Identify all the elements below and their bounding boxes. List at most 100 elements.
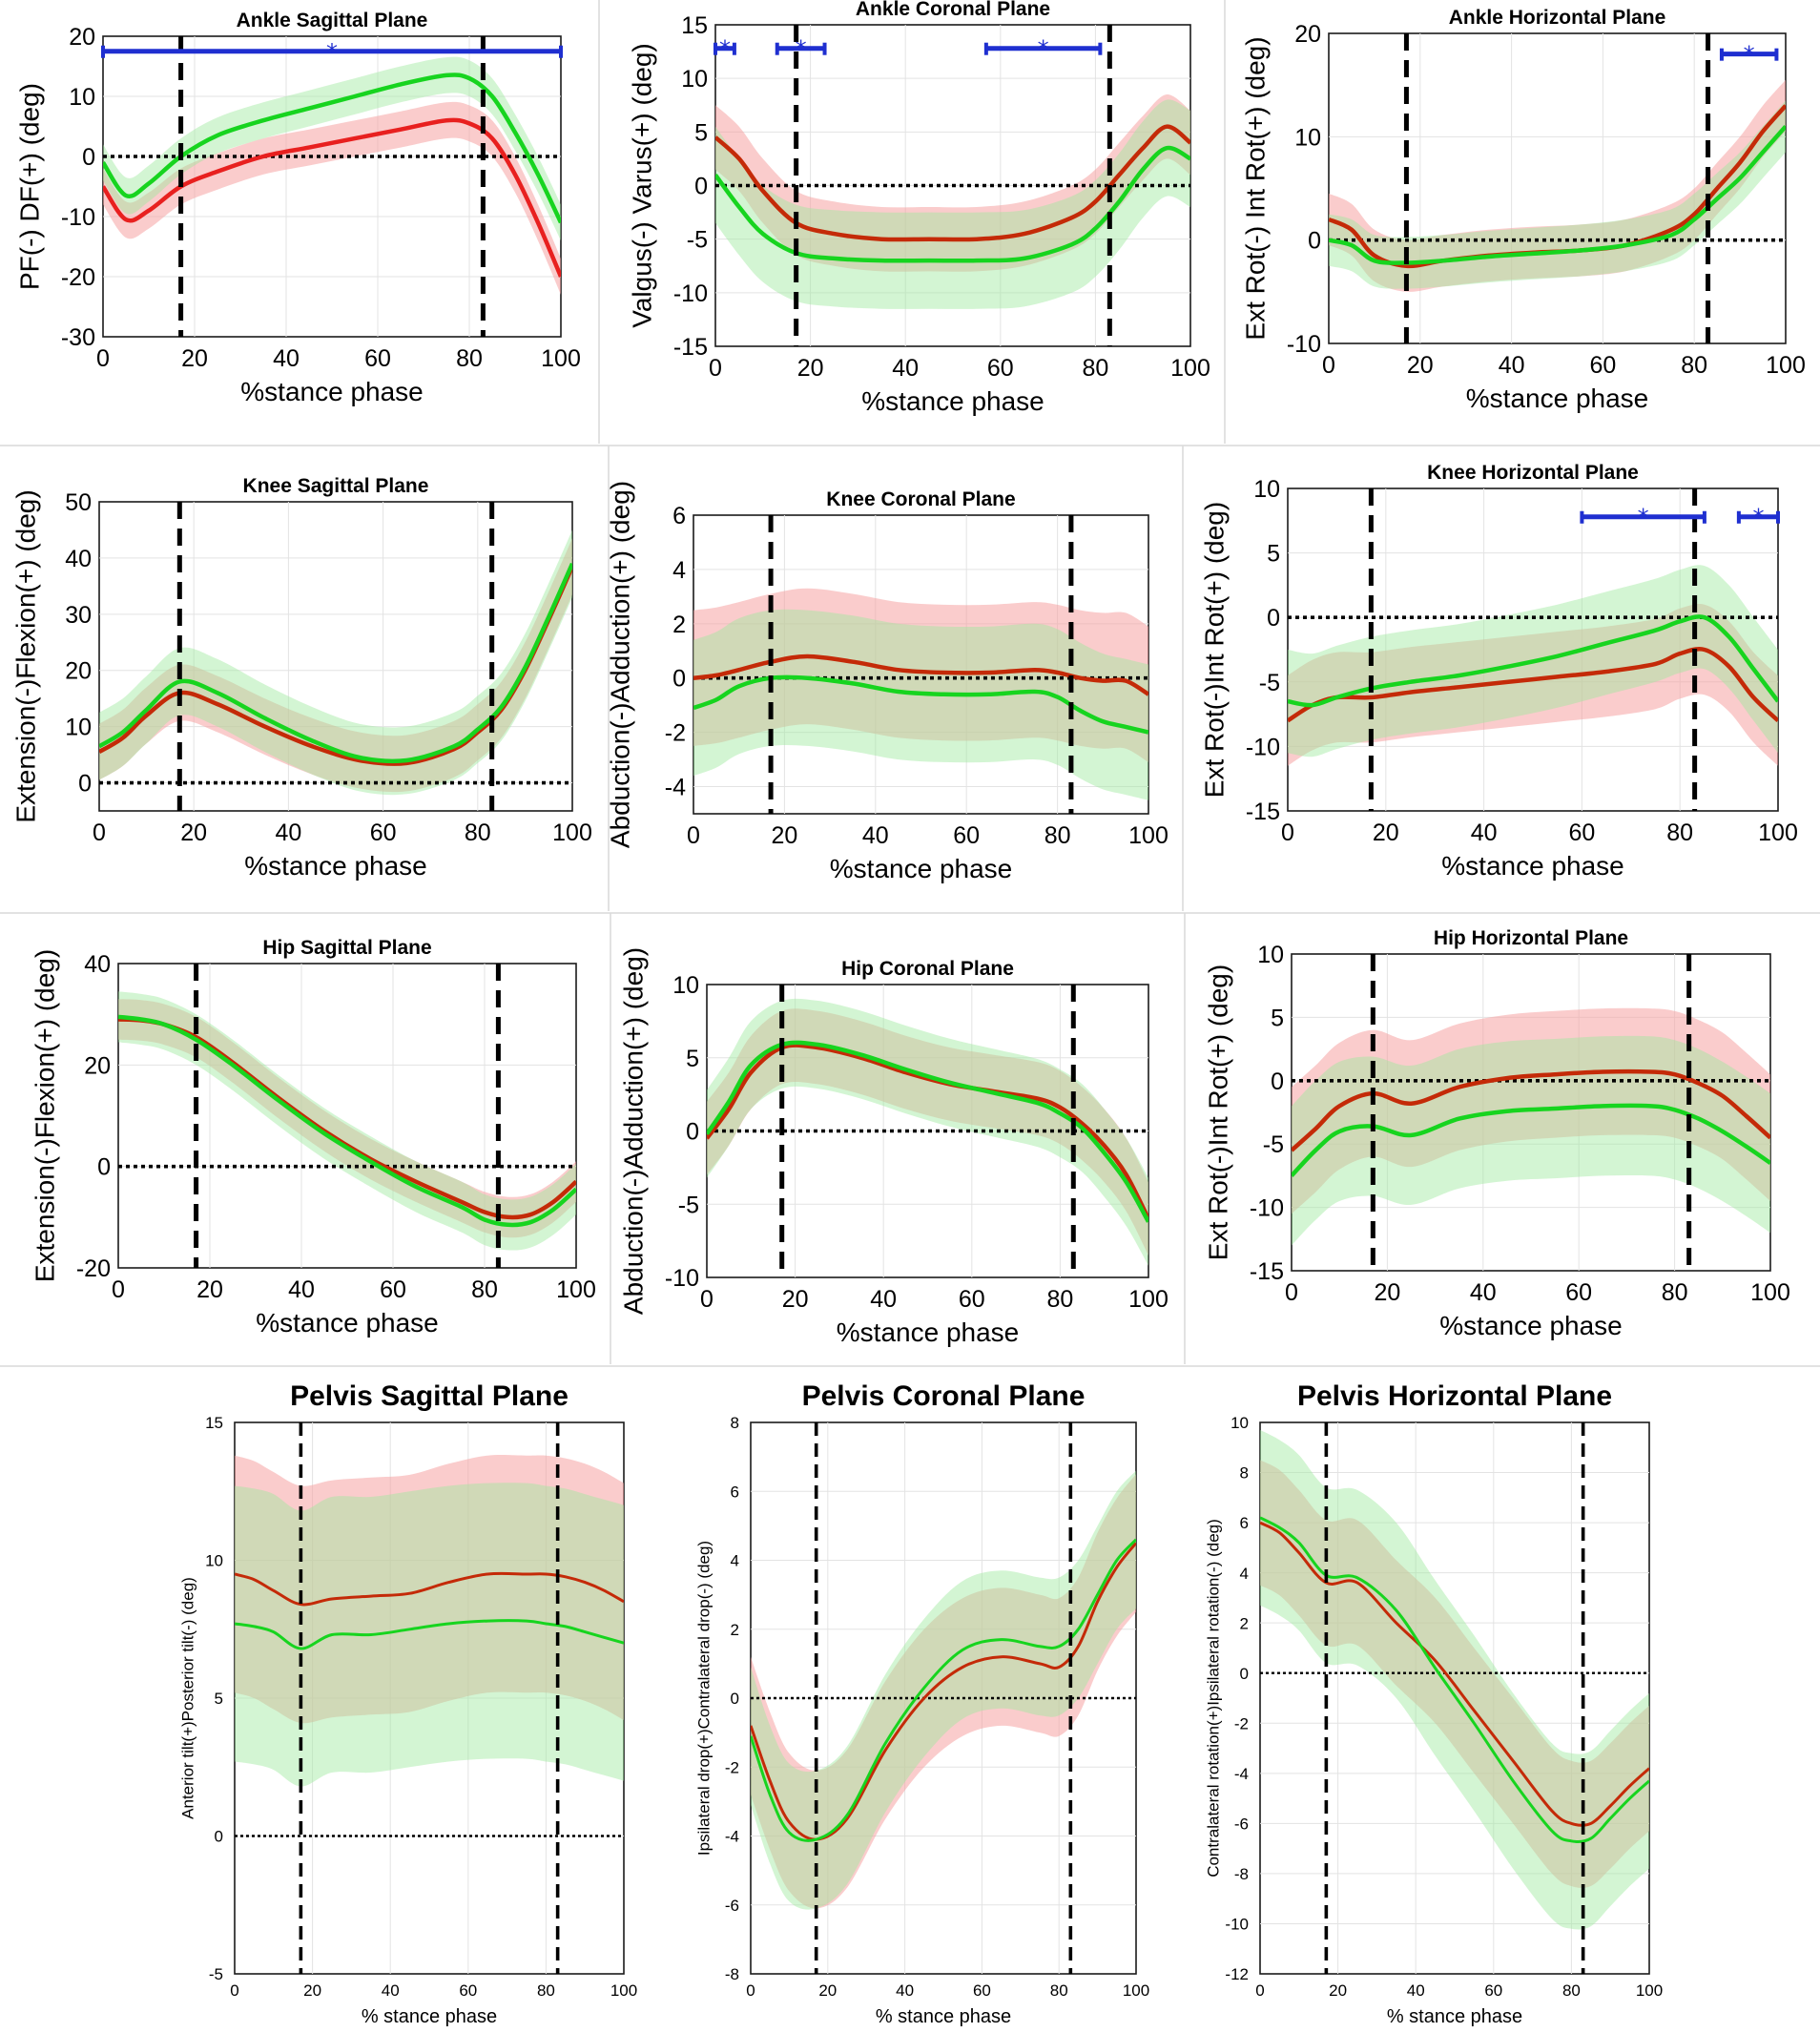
y-tick-label: -10 [1246,734,1280,760]
y-tick-label: 10 [1294,124,1321,151]
band-green [751,1470,1136,1910]
y-tick-label: 15 [681,12,708,39]
significance-bar: * [714,36,736,63]
x-tick-label: 100 [1636,1981,1663,2000]
x-tick-label: 60 [1565,1279,1592,1306]
y-tick-label: 50 [65,489,92,516]
y-tick-label: -10 [673,280,708,307]
x-tick-label: 20 [303,1981,321,2000]
mean-line-green [103,73,561,224]
y-tick-label: -30 [61,324,95,351]
x-axis-label: %stance phase [240,377,423,406]
x-tick-label: 80 [1681,352,1707,379]
band-red [707,1008,1148,1255]
ankle-sagittal-plane-chart: * 0 20 40 60 80 100 -30 -20 -10 0 10 20 Ankle Sagitta… [14,10,580,406]
y-tick-label: 4 [731,1552,739,1570]
chart-title: Ankle Coronal Plane [856,0,1050,20]
x-axis-label: %stance phase [1466,384,1648,413]
x-tick-label: 40 [1407,1981,1425,2000]
significance-bar: * [1719,42,1779,69]
y-tick-label: 30 [65,602,92,629]
y-tick-label: 0 [1240,1665,1249,1683]
significance-bar: * [1580,505,1706,531]
x-tick-label: 20 [1373,819,1399,846]
band-red [751,1474,1136,1909]
y-tick-label: 0 [1271,1068,1284,1095]
y-tick-label: 10 [1253,476,1280,503]
y-tick-label: 10 [672,972,699,999]
y-axis-label: Ext Rot(-)Int Rot(+) (deg) [1203,965,1232,1260]
x-tick-label: 0 [1285,1279,1298,1306]
x-tick-label: 100 [1170,355,1210,382]
band-green [707,998,1148,1266]
y-tick-label: -5 [1263,1131,1284,1158]
hip-horizontal-plane-chart: 0 20 40 60 80 100 -15 -10 -5 0 5 10 Hip Horizontal P… [1203,927,1789,1340]
x-axis-label: %stance phase [256,1308,438,1338]
mean-line-green [235,1619,624,1650]
x-axis-label: % stance phase [362,2006,497,2027]
chart-title: Pelvis Sagittal Plane [290,1380,569,1412]
y-tick-label: 0 [78,771,92,798]
x-tick-label: 20 [181,345,208,372]
mean-line-red [235,1571,624,1607]
band-red [715,93,1190,272]
y-tick-label: 0 [731,1690,739,1708]
x-tick-label: 40 [870,1286,897,1313]
y-tick-label: 20 [84,1052,111,1079]
x-tick-label: 20 [1407,352,1434,379]
knee-horizontal-plane-chart: * * 0 20 40 60 80 100 -15 -10 -5 0 5 10 Knee Horizonta… [1199,462,1797,881]
chart-title: Pelvis Horizontal Plane [1297,1380,1612,1412]
y-tick-label: 0 [97,1154,111,1181]
y-tick-label: -5 [1259,670,1280,696]
significance-bar: * [775,36,827,63]
chart-title: Hip Horizontal Plane [1434,927,1628,949]
y-tick-label: 4 [1240,1565,1249,1583]
ankle-coronal-plane-chart: * * * 0 20 40 60 80 100 -15 -10 -5 0 5 10 15 Ankle Coron… [627,0,1210,416]
x-axis-label: % stance phase [876,2006,1011,2027]
x-tick-label: 0 [746,1981,755,2000]
significance-marker: * [1752,505,1764,531]
x-tick-label: 80 [1562,1981,1581,2000]
x-tick-label: 80 [471,1276,498,1303]
mean-line-red [751,1542,1136,1841]
chart-title: Knee Coronal Plane [826,488,1015,510]
y-tick-label: -6 [1234,1815,1249,1833]
y-axis-label: Extension(-)Flexion(+) (deg) [30,949,59,1282]
x-axis-label: %stance phase [244,851,426,881]
y-tick-label: 10 [681,66,708,93]
significance-marker: * [1744,42,1755,69]
y-tick-label: 0 [1267,605,1280,632]
y-tick-label: 5 [694,119,708,146]
x-tick-label: 20 [771,822,797,849]
mean-line-red [1292,1068,1770,1152]
x-tick-label: 0 [1281,819,1294,846]
y-axis-label: Abduction(-)Adduction(+) (deg) [618,947,648,1315]
x-tick-label: 60 [459,1981,477,2000]
pelvis-coronal-plane-chart: 0 20 40 60 80 100 -8 -6 -4 -2 0 2 4 6 8 Pelvis Coronal … [695,1380,1150,2027]
y-tick-label: -8 [725,1965,739,1983]
y-axis-label: Extension(-)Flexion(+) (deg) [10,489,40,822]
y-axis-label: Abduction(-)Adduction(+) (deg) [605,481,634,848]
x-tick-label: 0 [687,822,700,849]
y-axis-label: Ext Rot(-) Int Rot(+) (deg) [1240,36,1270,340]
x-tick-label: 80 [1046,1286,1073,1313]
y-tick-label: -20 [76,1255,111,1282]
y-tick-label: -4 [665,775,686,801]
y-tick-label: 20 [69,24,95,51]
x-axis-label: %stance phase [830,854,1012,883]
x-axis-label: % stance phase [1387,2006,1522,2027]
y-axis-label: Ipsilateral drop(+)Contralateral drop(-)… [695,1541,714,1856]
significance-marker: * [326,39,338,66]
x-tick-label: 100 [1123,1981,1149,2000]
y-tick-label: 40 [84,951,111,978]
y-tick-label: 10 [1231,1414,1249,1432]
band-red [103,101,561,295]
x-tick-label: 20 [818,1981,837,2000]
x-tick-label: 40 [1499,352,1525,379]
y-tick-label: -12 [1225,1965,1249,1983]
plot-content [1288,565,1778,766]
x-tick-label: 100 [1128,822,1169,849]
x-tick-label: 100 [541,345,581,372]
x-tick-label: 100 [1758,819,1798,846]
y-tick-label: -10 [61,204,95,231]
